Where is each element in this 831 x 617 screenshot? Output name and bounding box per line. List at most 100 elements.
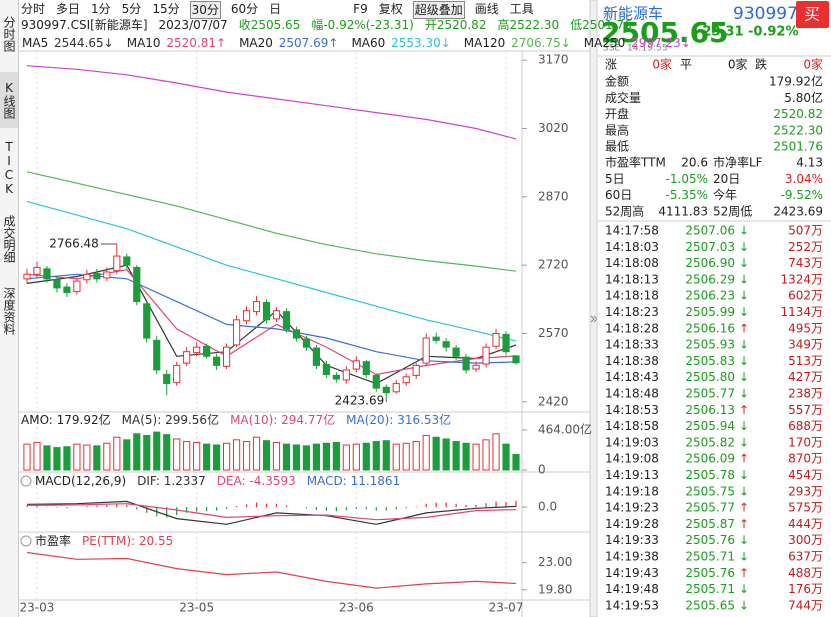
breadth-label: 跌 (755, 57, 767, 72)
tick-time: 14:18:33 (605, 338, 659, 352)
macd-bar (285, 505, 288, 508)
tick-price: 2505.77 (685, 387, 735, 401)
macd-bar (335, 507, 337, 512)
y-tick-label: 19.80 (538, 582, 572, 596)
info-item: 收2505.65 (238, 18, 301, 32)
candle-body (193, 346, 201, 354)
tick-price: 2505.76 (685, 566, 735, 580)
macd-bar (385, 507, 387, 511)
tick-volume: 557万 (788, 403, 823, 417)
ma-value: 2507.69↑ (278, 36, 339, 50)
tick-time: 14:19:23 (605, 501, 659, 515)
stat-value: -9.52% (781, 188, 823, 202)
tick-direction: ↑ (739, 452, 749, 466)
macd-bar (415, 506, 417, 508)
tick-volume: 637万 (788, 550, 823, 564)
tick-time: 14:19:33 (605, 533, 659, 547)
tool-button[interactable]: 复权 (378, 2, 403, 16)
macd-bar (235, 506, 238, 508)
tool-button[interactable]: 画线 (474, 2, 499, 16)
tick-price: 2507.03 (685, 240, 735, 254)
period-tab[interactable]: 60分 (230, 2, 259, 16)
macd-bar (136, 507, 138, 510)
buy-button[interactable] (796, 1, 829, 28)
candle-body (432, 336, 440, 341)
tick-time: 14:18:58 (605, 419, 659, 433)
tick-direction: ↓ (739, 582, 749, 596)
volume-bar (282, 443, 291, 471)
ma-name: MA10 (126, 36, 161, 50)
volume-bar (133, 433, 141, 471)
period-tab[interactable]: 15分 (152, 2, 180, 16)
stat-label: 金额 (605, 74, 629, 89)
tick-time: 14:19:43 (605, 566, 659, 580)
info-item: 2023/07/07 (158, 18, 228, 32)
candle-body (242, 310, 251, 322)
macd-bar (96, 505, 98, 508)
volume-bar (43, 445, 51, 471)
tick-volume: 575万 (788, 501, 823, 515)
ma-value: 2997.23↓ (631, 36, 691, 50)
tick-direction: ↓ (739, 272, 749, 286)
candle-body (252, 301, 261, 313)
tick-price: 2505.80 (685, 370, 735, 384)
candle-body (73, 280, 81, 293)
scrollbar (589, 0, 598, 617)
candle-body (512, 355, 520, 364)
candle-body (53, 279, 61, 289)
period-tab[interactable]: 分时 (21, 2, 46, 16)
ma-line (26, 269, 517, 376)
period-tab[interactable]: 5分 (121, 2, 142, 16)
volume-bar (392, 443, 400, 471)
tool-button[interactable]: 超级叠加 (412, 1, 465, 19)
info-item: 幅-0.92%(-23.31) (311, 18, 414, 32)
tick-direction: ↓ (739, 484, 749, 498)
stat-label: 最高 (605, 122, 629, 137)
x-tick-label: 23-07 (489, 601, 524, 615)
volume-bar (103, 442, 111, 471)
tick-time: 14:19:48 (605, 582, 659, 596)
period-tab[interactable]: 多日 (56, 2, 81, 16)
period-tab[interactable]: 1分 (91, 2, 111, 16)
help-icon (20, 535, 32, 547)
volume-bar (422, 435, 430, 471)
tick-time: 14:18:38 (605, 354, 659, 368)
tick-direction: ↑ (739, 566, 749, 580)
side-tab[interactable]: 深度资料 (2, 287, 16, 335)
side-tab[interactable]: 分时图 (2, 16, 16, 52)
volume-bar (163, 434, 171, 471)
tick-price: 2505.78 (685, 468, 735, 482)
macd-bar (265, 503, 268, 508)
side-tab[interactable]: 成交明细 (2, 215, 16, 263)
candle-body (322, 363, 330, 375)
tick-time: 14:18:18 (605, 289, 659, 303)
tick-volume: 602万 (788, 289, 823, 303)
volume-bar (412, 441, 420, 471)
tick-price: 2506.09 (685, 452, 735, 466)
macd-bar (166, 507, 168, 518)
ma-legend: MA5 2544.65↓ MA10 2520.81↑ MA20 2507.69↑ MA… (20, 35, 693, 51)
side-tab[interactable]: K线图 (0, 72, 18, 128)
tool-button[interactable]: 工具 (509, 2, 534, 16)
macd-bar (116, 503, 118, 508)
period-tab[interactable]: 30分 (189, 1, 221, 19)
stat-value: 3.04% (785, 172, 823, 186)
breadth-count: 0家 (652, 57, 672, 72)
candle-body (492, 332, 500, 347)
quote-price: 2505.65 (601, 16, 729, 49)
info-item: 低2501.76 (570, 18, 632, 32)
tick-time: 14:19:18 (605, 484, 659, 498)
candle-body (382, 386, 390, 394)
info-line: 930997.CSI[新能源车] 2023/07/07 收2505.65 幅-0.92… (20, 17, 633, 33)
macd-bar (46, 506, 48, 508)
toolbar: 分时 多日 1分 5分 15分 30分 60分日 F9 复权 超级叠加 画线 工具 (20, 1, 535, 19)
tick-direction: ↑ (739, 321, 749, 335)
period-tab[interactable]: 日 (269, 2, 282, 16)
volume-bar (193, 441, 201, 471)
legend-item: 市盈率 (35, 534, 72, 548)
tick-volume: 300万 (788, 533, 823, 547)
volume-bar (342, 444, 350, 471)
tool-button[interactable]: F9 (353, 2, 368, 16)
side-tab[interactable]: TICK (2, 140, 16, 196)
tick-volume: 744万 (788, 598, 823, 612)
